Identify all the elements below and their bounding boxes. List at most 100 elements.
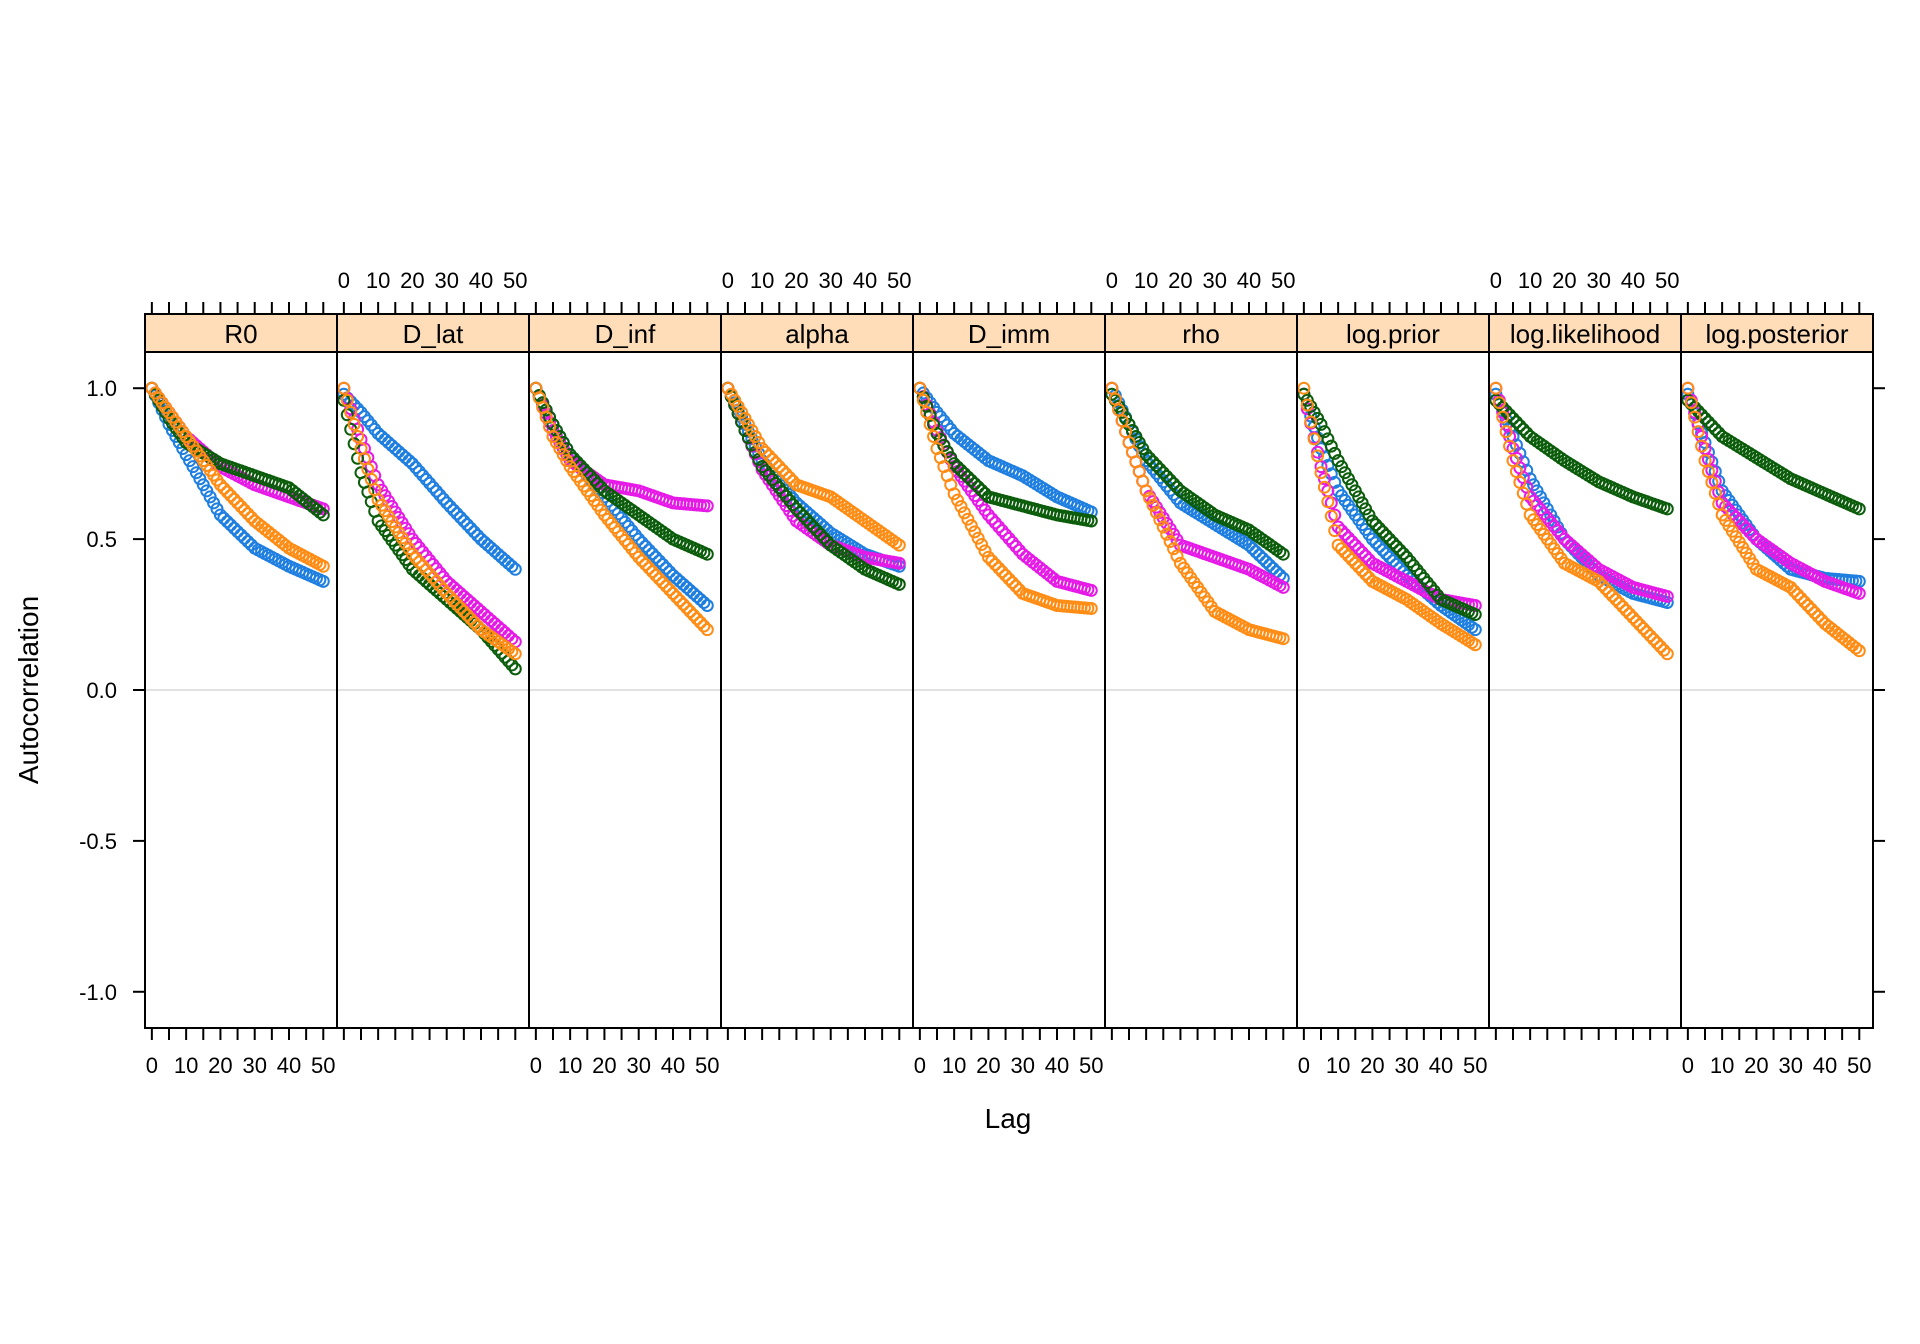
y-tick-label: 0.0 [86, 678, 117, 703]
data-point [1513, 419, 1527, 433]
data-point [234, 500, 248, 514]
axes-layer: -1.0 -0.5 0.0 0.5 1.0 [79, 376, 1885, 1005]
data-point [1341, 531, 1355, 545]
data-point [810, 524, 824, 538]
data-point [1619, 603, 1633, 617]
x-tick-label: 0 [1298, 1053, 1310, 1078]
data-point [1623, 607, 1637, 621]
series-points [145, 381, 330, 522]
data-point [1047, 572, 1061, 586]
data-point [669, 590, 683, 604]
data-point [762, 449, 776, 463]
data-point [340, 393, 354, 407]
series-points [145, 381, 330, 573]
x-tick-label: 10 [558, 1053, 582, 1078]
data-point [985, 554, 999, 568]
data-point [1153, 462, 1167, 476]
data-point [447, 594, 461, 608]
data-point [1297, 381, 1311, 395]
data-point [1592, 574, 1606, 588]
data-point [587, 473, 601, 487]
data-point [673, 594, 687, 608]
x-tick-label: 20 [1552, 268, 1576, 293]
series-points [337, 387, 522, 576]
data-point [412, 555, 426, 569]
data-point [443, 500, 457, 514]
data-point [632, 532, 646, 546]
data-point [1005, 576, 1019, 590]
data-point [957, 506, 971, 520]
data-point [1612, 596, 1626, 610]
data-point [508, 647, 522, 661]
data-point [217, 481, 231, 495]
data-point [1365, 514, 1379, 528]
data-point [1602, 585, 1616, 599]
data-point [460, 518, 474, 532]
panel-log-likelihood: log.likelihood 0 10 20 30 40 50 [1488, 268, 1682, 1040]
strip-background [1488, 313, 1682, 353]
data-point [954, 500, 968, 514]
data-point [1468, 608, 1482, 622]
strip-label: log.likelihood [1510, 319, 1660, 349]
data-point [1304, 415, 1318, 429]
data-point [1468, 623, 1482, 637]
data-point [1328, 524, 1342, 538]
data-point [1242, 538, 1256, 552]
x-tick-label: 30 [818, 268, 842, 293]
data-point [1348, 556, 1362, 570]
data-point [769, 456, 783, 470]
data-point [1616, 600, 1630, 614]
data-point [241, 535, 255, 549]
data-point [457, 605, 471, 619]
y-tick-label: 1.0 [86, 376, 117, 401]
series-points [529, 381, 714, 637]
x-tick-label: 20 [1744, 1053, 1768, 1078]
strip-label: D_lat [403, 319, 464, 349]
x-tick-label: 50 [1655, 268, 1679, 293]
data-point [1849, 641, 1863, 655]
data-point [817, 531, 831, 545]
data-point [1516, 422, 1530, 436]
data-point [1794, 591, 1808, 605]
series-points [721, 381, 906, 591]
x-tick-label: 10 [1710, 1053, 1734, 1078]
data-point [344, 405, 358, 419]
data-point [645, 547, 659, 561]
strip-background [720, 313, 914, 353]
data-point [923, 417, 937, 431]
data-point [1386, 554, 1400, 568]
data-point [1084, 583, 1098, 597]
data-point [412, 465, 426, 479]
data-point [961, 512, 975, 526]
data-point [652, 554, 666, 568]
data-point [1691, 425, 1705, 439]
data-point [1743, 525, 1757, 539]
x-tick-label: 40 [1429, 1053, 1453, 1078]
data-point [591, 477, 605, 491]
data-point [1595, 578, 1609, 592]
data-point [1359, 549, 1373, 563]
data-point [1365, 532, 1379, 546]
x-tick-label: 50 [1079, 1053, 1103, 1078]
data-point [1701, 415, 1715, 429]
data-point [1492, 396, 1506, 410]
series-points [1681, 381, 1866, 658]
x-tick-label: 40 [277, 1053, 301, 1078]
data-point [1852, 502, 1866, 516]
data-point [1643, 629, 1657, 643]
data-point [1811, 609, 1825, 623]
data-point [1084, 514, 1098, 528]
data-point [505, 559, 519, 573]
data-point [433, 488, 447, 502]
data-point [405, 457, 419, 471]
x-tick-label: 20 [400, 268, 424, 293]
data-point [464, 612, 478, 626]
data-point [1314, 466, 1328, 480]
data-point [1139, 448, 1153, 462]
data-point [1372, 539, 1386, 553]
x-tick-label: 10 [1134, 268, 1158, 293]
data-point [1348, 538, 1362, 552]
data-point [316, 574, 330, 588]
x-tick-label: 50 [1271, 268, 1295, 293]
data-point [1324, 509, 1338, 523]
